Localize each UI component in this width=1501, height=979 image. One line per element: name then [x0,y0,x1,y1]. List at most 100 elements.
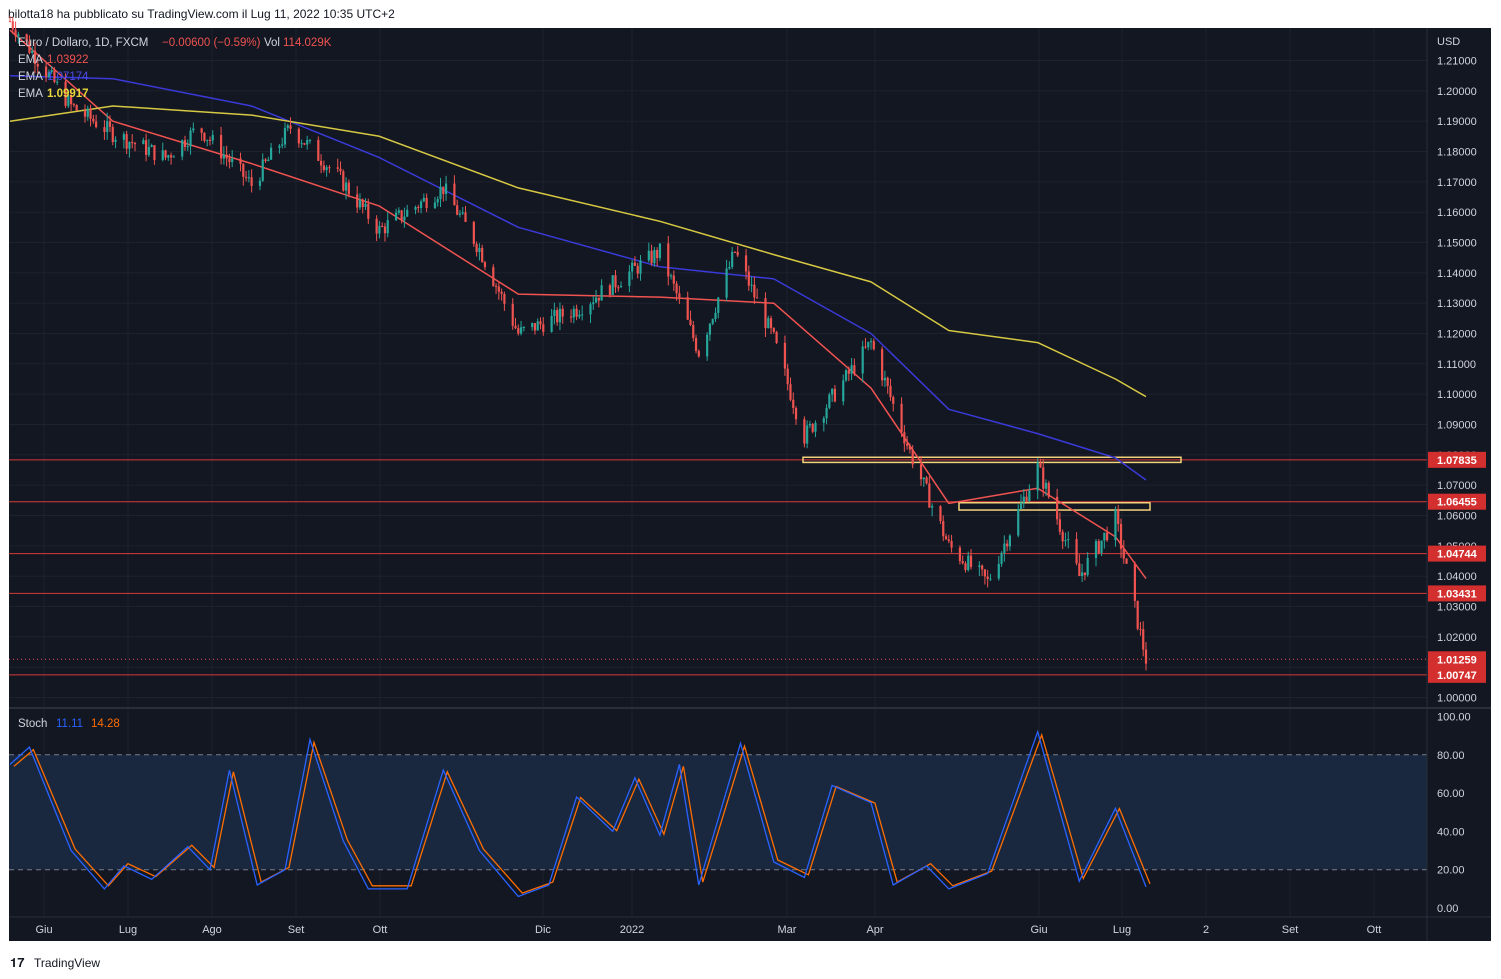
candle-body [536,321,539,331]
candle-body [578,314,581,317]
price-tick-label: 1.09000 [1437,420,1477,432]
candle-body [497,286,500,292]
price-tag-label: 1.00747 [1437,670,1477,682]
candle-body [483,262,487,268]
candle-body [533,323,537,331]
candle-body [150,145,153,147]
candle-body [1144,649,1148,664]
candle-body [747,271,750,286]
price-tick-label: 1.16000 [1437,207,1477,219]
candle-body [850,365,853,374]
candle-body [1086,557,1089,576]
stoch-tick-label: 20.00 [1437,865,1465,877]
candle-body [433,202,437,209]
candle-body [731,251,734,267]
candle-body [45,66,48,77]
candle-body [95,121,98,128]
candle-body [31,50,34,53]
price-tag-bg [1428,585,1486,602]
candle-body [511,303,514,326]
candle-body [1017,508,1020,536]
time-tick-label: 2022 [620,924,644,936]
candle-body [47,71,50,77]
candle-body [383,226,387,234]
candle-body [478,247,481,252]
candle-body [1142,629,1145,650]
candle-body [111,126,114,142]
candle-body [436,199,439,203]
stoch-axis[interactable]: 100.00 80.00 60.00 40.00 20.00 0.00 [1437,712,1471,916]
candle-body [717,297,720,313]
candle-body [631,262,634,272]
ema-value-1: 1.03922 [47,54,89,66]
candle-body [11,21,14,30]
candle-body [125,134,128,149]
time-tick-label: Ott [373,924,388,936]
candle-body [503,293,506,304]
grid [9,28,1427,917]
price-tag-label: 1.03431 [1437,588,1477,600]
candle-body [442,186,445,194]
candle-body [367,203,370,219]
candle-body [711,319,714,324]
candle-body [297,128,300,144]
ema-value-3: 1.09917 [47,88,89,100]
candle-body [417,207,420,209]
candle-body [1025,496,1028,502]
candle-body [289,125,292,129]
candle-body [925,477,928,484]
candle-body [828,394,831,408]
candle-body [458,213,462,215]
candle-body [678,293,681,298]
candle-body [517,328,520,334]
candle-body [375,218,378,234]
candle-body [514,325,517,329]
candle-body [386,220,389,234]
candle-body [1136,600,1139,629]
candle-body [600,285,603,301]
candle-body [803,419,806,444]
candle-body [319,160,323,166]
candle-body [614,275,617,288]
price-tick-label: 1.19000 [1437,116,1477,128]
price-tag-bg [1428,651,1486,668]
candle-body [133,143,137,145]
price-axis[interactable]: 1.21000 1.20000 1.19000 1.18000 1.17000 1.160… [1437,56,1477,705]
stoch-band-lines [9,754,1427,871]
candle-body [553,309,556,316]
ema-line [9,105,1147,398]
candle-body [89,108,92,119]
candle-body [1036,462,1039,491]
candle-body [142,140,145,145]
candle-body [531,323,534,328]
candle-body [881,349,884,381]
candle-body [672,275,675,284]
candle-body [1058,519,1061,532]
candle-body [939,506,942,522]
candle-body [725,268,728,298]
candle-body [919,464,923,480]
candle-body [964,563,967,571]
price-tick-label: 1.15000 [1437,238,1477,250]
candle-body [744,255,748,272]
candle-body [189,130,192,147]
candle-body [617,287,620,289]
candle-body [753,284,756,298]
candle-body [944,536,948,540]
candle-body [647,250,650,261]
currency-label: USD [1437,36,1460,48]
candle-body [8,21,12,23]
candle-body [789,384,792,400]
candle-body [983,569,987,577]
candle-body [575,308,578,317]
price-tag-label: 1.07835 [1437,455,1477,467]
candle-body [714,312,717,320]
candle-body [128,142,131,149]
candle-body [550,315,553,332]
price-tick-label: 1.18000 [1437,147,1477,159]
candle-body [264,159,267,162]
candle-body [283,128,287,145]
time-axis[interactable]: Giu Lug Ago Set Ott Dic 2022 Mar Apr Giu Lug 2 Set Ot… [35,924,1381,936]
candle-body [572,308,575,318]
